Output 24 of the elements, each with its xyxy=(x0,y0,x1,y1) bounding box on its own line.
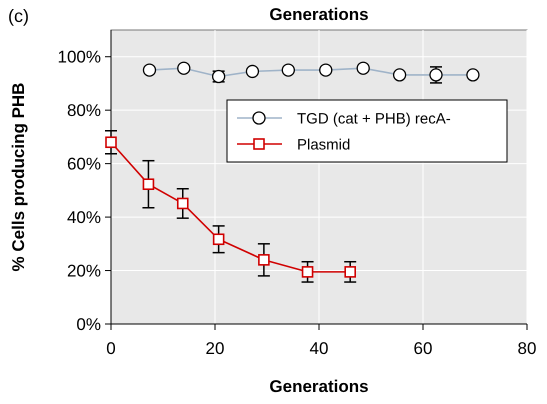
y-tick-label: 0% xyxy=(76,314,101,334)
point xyxy=(258,254,270,266)
point xyxy=(142,178,154,190)
x-tick-label: 20 xyxy=(206,339,224,358)
y-tick-label: 60% xyxy=(66,154,101,174)
chart-title: Generations xyxy=(269,5,369,24)
point xyxy=(105,136,117,148)
point xyxy=(176,198,189,210)
x-tick-label: 40 xyxy=(310,339,328,358)
y-tick-label: 20% xyxy=(66,261,101,280)
x-tick-label: 80 xyxy=(518,339,536,358)
legend-label: TGD (cat + PHB) recA- xyxy=(297,110,451,128)
y-axis-title: % Cells producing PHB xyxy=(9,82,28,272)
y-tick-label: 40% xyxy=(66,208,101,228)
x-tick-label: 60 xyxy=(414,339,432,358)
x-tick-label: 0 xyxy=(106,339,116,358)
text: (c) xyxy=(8,6,29,26)
point xyxy=(344,266,356,278)
point xyxy=(212,233,224,246)
point xyxy=(302,266,314,278)
y-tick-label: 100% xyxy=(58,48,101,67)
y-tick-label: 80% xyxy=(66,101,101,120)
x-axis-title: Generations xyxy=(269,377,369,396)
legend-label: Plasmid xyxy=(297,136,350,154)
